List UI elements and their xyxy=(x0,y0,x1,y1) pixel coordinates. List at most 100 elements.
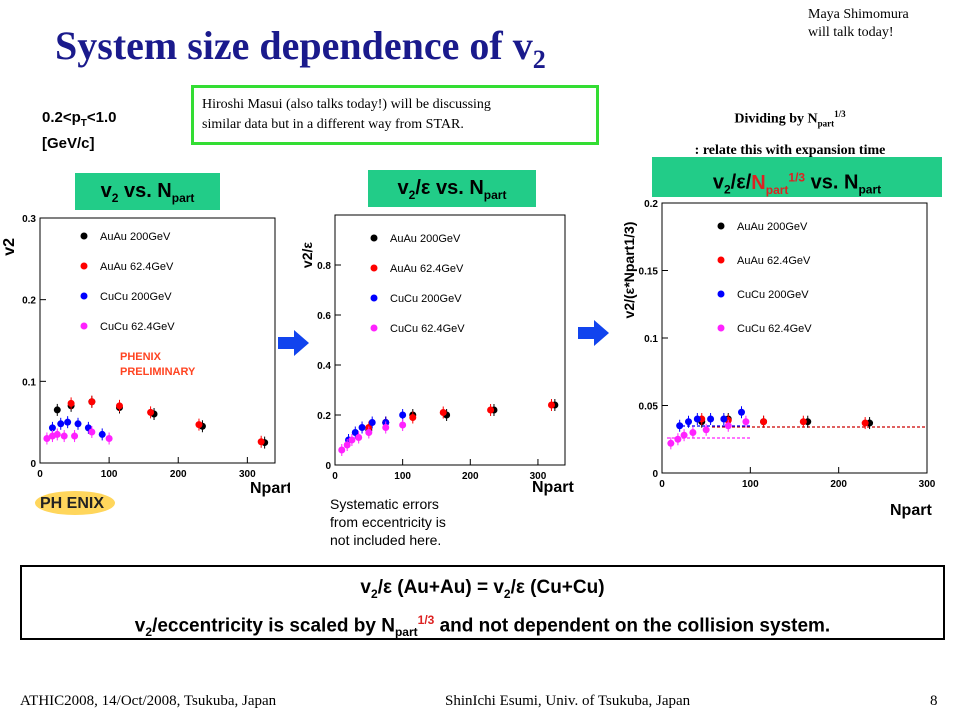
x-tick-label: 200 xyxy=(830,479,847,490)
y-axis-label: v2/ε xyxy=(299,242,315,268)
footer-page-number: 8 xyxy=(930,693,938,709)
legend-marker xyxy=(717,222,725,230)
data-point xyxy=(399,421,407,429)
preliminary-label: PHENIX xyxy=(120,351,162,363)
x-tick-label: 100 xyxy=(101,469,118,480)
legend: AuAu 200GeV AuAu 62.4GeV CuCu 200GeV CuCu 6… xyxy=(717,221,812,335)
legend-label: CuCu 62.4GeV xyxy=(737,323,812,335)
data-point xyxy=(861,419,869,427)
y-tick-label: 0.05 xyxy=(639,402,659,413)
data-point xyxy=(64,418,72,426)
data-point xyxy=(115,402,123,410)
legend-marker xyxy=(80,262,88,270)
y-tick-label: 0.3 xyxy=(22,214,36,225)
x-tick-label: 100 xyxy=(742,479,759,490)
data-point xyxy=(693,415,701,423)
footer-author: ShinIchi Esumi, Univ. of Tsukuba, Japan xyxy=(445,693,691,709)
data-point xyxy=(74,420,82,428)
legend-marker xyxy=(80,232,88,240)
legend-marker xyxy=(80,292,88,300)
conclusion-line-2: v2/eccentricity is scaled by Npart1/3 an… xyxy=(134,612,831,639)
data-point xyxy=(685,418,692,426)
plot-frame xyxy=(334,214,566,466)
header-scaled-vs-npart: v2/ε/Npart1/3 vs. Npart xyxy=(652,157,942,197)
data-points xyxy=(338,399,559,456)
plot-v2: v2 Npart 0 100 200 300 0 0.1 0.2 0.3 AuAu 200G… xyxy=(1,214,290,515)
data-point xyxy=(348,436,356,444)
legend-label: AuAu 62.4GeV xyxy=(100,261,174,273)
data-points xyxy=(667,406,874,450)
x-axis-label: Npart xyxy=(250,480,290,497)
phenix-logo: PH ENIX xyxy=(35,491,115,515)
arrow-right-icon xyxy=(278,330,309,356)
x-ticks: 0 100 200 300 xyxy=(659,467,936,490)
data-point xyxy=(105,435,113,442)
data-point xyxy=(48,424,56,432)
data-points xyxy=(43,395,269,449)
legend-label: AuAu 200GeV xyxy=(390,233,461,245)
footer-event: ATHIC2008, 14/Oct/2008, Tsukuba, Japan xyxy=(20,693,277,709)
y-tick-label: 0 xyxy=(652,469,658,480)
y-axis-label: v2/(ε*Npart1/3) xyxy=(621,222,637,319)
data-point xyxy=(760,418,768,426)
x-tick-label: 0 xyxy=(659,479,665,490)
legend-marker xyxy=(717,324,725,332)
svg-text:PH ENIX: PH ENIX xyxy=(40,495,104,512)
data-point xyxy=(60,432,68,440)
y-tick-label: 0.2 xyxy=(644,199,658,210)
data-point xyxy=(57,420,65,428)
data-point xyxy=(689,429,697,436)
legend: AuAu 200GeV AuAu 62.4GeV CuCu 200GeV CuCu 6… xyxy=(370,233,465,335)
data-point xyxy=(439,409,447,416)
data-point xyxy=(680,431,688,439)
data-point xyxy=(702,426,710,434)
plot-frame xyxy=(39,217,276,464)
plot-frame xyxy=(661,202,928,474)
y-tick-label: 0.2 xyxy=(22,296,36,307)
conclusion-box: v2/ε (Au+Au) = v2/ε (Cu+Cu) v2/eccentric… xyxy=(20,565,945,640)
data-point xyxy=(409,414,417,421)
data-point xyxy=(343,441,351,449)
legend-marker xyxy=(80,322,88,330)
legend-marker xyxy=(370,234,378,242)
data-point xyxy=(88,428,96,436)
data-point xyxy=(98,430,106,438)
data-point xyxy=(399,411,407,419)
data-point xyxy=(53,406,61,414)
dividing-note: Dividing by Npart1/3 : relate this with … xyxy=(694,109,886,159)
y-tick-label: 0 xyxy=(30,459,36,470)
legend-marker xyxy=(370,294,378,302)
data-point xyxy=(547,401,555,409)
data-point xyxy=(71,432,79,440)
conclusion-line-1: v2/ε (Au+Au) = v2/ε (Cu+Cu) xyxy=(360,577,605,601)
x-tick-label: 300 xyxy=(919,479,936,490)
header-v2-vs-npart: v2 vs. Npart xyxy=(75,173,220,210)
legend-marker xyxy=(370,264,378,272)
y-ticks: 0 0.05 0.1 0.15 0.2 xyxy=(639,199,668,480)
legend-label: AuAu 200GeV xyxy=(737,221,808,233)
legend-label: CuCu 200GeV xyxy=(390,293,462,305)
legend-label: AuAu 62.4GeV xyxy=(737,255,811,267)
data-point xyxy=(738,408,745,416)
x-tick-label: 0 xyxy=(37,469,43,480)
data-point xyxy=(147,408,155,416)
speaker-note: Maya Shimomura will talk today! xyxy=(808,7,909,40)
legend-label: CuCu 62.4GeV xyxy=(100,321,175,333)
x-tick-label: 200 xyxy=(462,471,479,482)
plot-v2-eps-npart: v2/(ε*Npart1/3) Npart 0 100 200 300 0 0.05 0.… xyxy=(621,199,936,519)
x-tick-label: 300 xyxy=(530,471,547,482)
y-axis-label: v2 xyxy=(1,238,18,256)
data-point xyxy=(676,422,684,430)
legend-marker xyxy=(370,324,378,332)
data-point xyxy=(742,418,750,426)
legend-label: AuAu 200GeV xyxy=(100,231,171,243)
data-point xyxy=(720,415,728,423)
data-point xyxy=(707,415,715,423)
plot-v2-eps: v2/ε Npart 0 100 200 300 0 0.2 0.4 0.6 0.8 AuAu… xyxy=(299,214,574,496)
masui-note-box: Hiroshi Masui (also talks today!) will b… xyxy=(191,85,599,145)
y-tick-label: 0.6 xyxy=(317,311,331,322)
legend-label: CuCu 200GeV xyxy=(100,291,172,303)
y-tick-label: 0.2 xyxy=(317,411,331,422)
data-point xyxy=(382,424,390,431)
x-axis-label: Npart xyxy=(532,479,574,496)
